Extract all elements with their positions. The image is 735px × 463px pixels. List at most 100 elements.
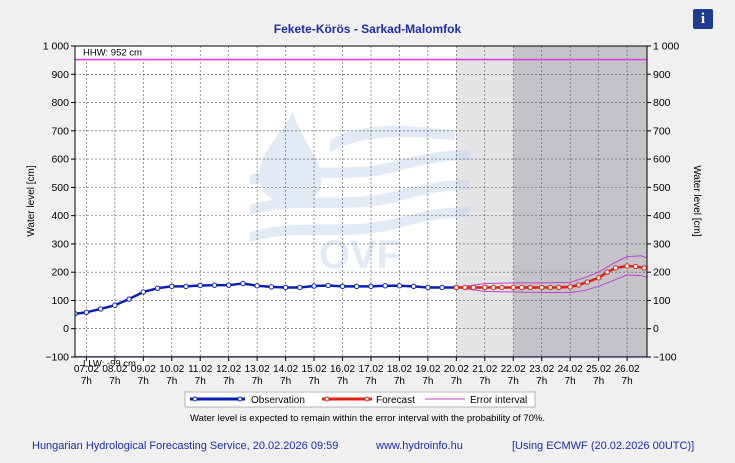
forecast-point bbox=[470, 284, 477, 291]
forecast-point bbox=[584, 279, 590, 285]
y-tick-label-left: 600 bbox=[51, 154, 69, 166]
x-tick-sublabel: 7h bbox=[109, 376, 120, 387]
y-tick-label-left: 300 bbox=[51, 238, 69, 250]
x-tick-sublabel: 7h bbox=[280, 376, 291, 387]
y-axis-label-right: Water level [cm] bbox=[691, 165, 702, 237]
x-tick-sublabel: 7h bbox=[138, 376, 149, 387]
y-tick-label-right: 300 bbox=[653, 238, 671, 250]
x-tick-label: 17.02 bbox=[358, 364, 383, 375]
observation-point bbox=[169, 283, 175, 290]
x-tick-label: 21.02 bbox=[472, 364, 497, 375]
ovf-logo-watermark: OVF bbox=[250, 112, 470, 277]
observation-point bbox=[254, 283, 260, 289]
x-tick-sublabel: 7h bbox=[394, 376, 405, 387]
forecast-point bbox=[595, 275, 602, 281]
observation-point bbox=[410, 283, 417, 290]
observation-point bbox=[240, 280, 246, 287]
y-tick-label-right: 900 bbox=[653, 69, 671, 81]
grid-lines bbox=[75, 45, 647, 358]
observation-point bbox=[297, 284, 303, 291]
legend-forecast-label: Forecast bbox=[376, 395, 415, 406]
chart-title: Fekete-Körös - Sarkad-Malomfok bbox=[273, 22, 462, 36]
x-tick-sublabel: 7h bbox=[479, 376, 490, 387]
error-interval-upper bbox=[456, 255, 647, 288]
y-tick-label-left: 400 bbox=[51, 210, 69, 222]
y-tick-label-right: 700 bbox=[653, 125, 671, 137]
legend-forecast: Forecast bbox=[322, 395, 415, 406]
observation-point bbox=[368, 283, 374, 290]
x-tick-label: 22.02 bbox=[501, 364, 526, 375]
forecast-point bbox=[490, 284, 497, 291]
y-tick-label-right: 800 bbox=[653, 97, 671, 109]
x-tick-sublabel: 7h bbox=[536, 376, 547, 387]
axes: −100 −100 0 0 100 100 200 200 300 300 400 400 500 500… bbox=[43, 41, 680, 388]
hhw-label-bg bbox=[79, 46, 149, 59]
x-tick-sublabel: 7h bbox=[508, 376, 519, 387]
observation-line bbox=[75, 282, 457, 315]
observation-point bbox=[439, 284, 445, 291]
forecast-point bbox=[462, 284, 468, 291]
x-tick-label: 09.02 bbox=[131, 364, 156, 375]
x-tick-label: 08.02 bbox=[102, 364, 127, 375]
x-tick-sublabel: 7h bbox=[337, 376, 348, 387]
x-tick-label: 26.02 bbox=[615, 364, 640, 375]
x-tick-sublabel: 7h bbox=[593, 376, 604, 387]
plot-border bbox=[74, 45, 648, 358]
x-tick-sublabel: 7h bbox=[565, 376, 576, 387]
y-tick-label-right: −100 bbox=[653, 352, 677, 364]
y-tick-label-right: 1 000 bbox=[653, 41, 679, 53]
x-tick-sublabel: 7h bbox=[223, 376, 234, 387]
forecast-point bbox=[556, 284, 562, 291]
x-tick-sublabel: 7h bbox=[422, 376, 433, 387]
forecast-point bbox=[527, 284, 534, 291]
x-tick-label: 15.02 bbox=[302, 364, 327, 375]
x-tick-sublabel: 7h bbox=[252, 376, 263, 387]
x-tick-sublabel: 7h bbox=[308, 376, 319, 387]
observation-point bbox=[140, 289, 146, 295]
y-tick-label-left: 800 bbox=[51, 97, 69, 109]
x-tick-label: 12.02 bbox=[216, 364, 241, 375]
forecast-point bbox=[567, 284, 573, 290]
x-tick-label: 20.02 bbox=[444, 364, 469, 375]
forecast-point bbox=[612, 265, 619, 271]
x-tick-label: 11.02 bbox=[188, 364, 213, 375]
legend-observation: Observation bbox=[190, 395, 305, 406]
observation-point bbox=[126, 296, 132, 302]
observation-point bbox=[112, 302, 118, 308]
legend-error-interval-label: Error interval bbox=[470, 395, 527, 406]
forecast-point bbox=[499, 284, 505, 291]
series-layer bbox=[75, 255, 647, 317]
y-tick-label-left: 500 bbox=[51, 182, 69, 194]
forecast-point bbox=[576, 282, 582, 288]
x-tick-label: 25.02 bbox=[586, 364, 611, 375]
observation-point bbox=[425, 284, 431, 291]
x-tick-sublabel: 7h bbox=[451, 376, 462, 387]
forecast-point bbox=[547, 284, 553, 291]
x-tick-label: 10.02 bbox=[159, 364, 184, 375]
observation-point bbox=[339, 283, 346, 290]
forecast-shading bbox=[456, 46, 647, 357]
x-tick-label: 18.02 bbox=[387, 364, 412, 375]
forecast-point bbox=[641, 265, 647, 271]
hhw-label: HHW: 952 cm bbox=[83, 48, 142, 59]
x-tick-sublabel: 7h bbox=[166, 376, 177, 387]
x-tick-sublabel: 7h bbox=[81, 376, 92, 387]
observation-point bbox=[396, 283, 403, 289]
footer-website-link[interactable]: www.hydroinfo.hu bbox=[376, 440, 463, 452]
y-tick-label-left: 100 bbox=[51, 295, 69, 307]
observation-point bbox=[268, 284, 275, 290]
y-tick-label-left: 1 000 bbox=[43, 41, 69, 53]
observation-point bbox=[183, 283, 189, 290]
svg-text:OVF: OVF bbox=[319, 233, 401, 277]
y-tick-label-right: 0 bbox=[653, 323, 659, 335]
info-icon[interactable]: i bbox=[693, 9, 713, 29]
y-tick-label-left: 200 bbox=[51, 267, 69, 279]
error-interval-lower bbox=[456, 274, 647, 294]
observation-point bbox=[382, 283, 388, 289]
forecast-point bbox=[519, 284, 525, 291]
y-tick-label-left: −100 bbox=[45, 352, 69, 364]
x-tick-label: 14.02 bbox=[273, 364, 298, 375]
x-tick-label: 07.02 bbox=[74, 364, 99, 375]
